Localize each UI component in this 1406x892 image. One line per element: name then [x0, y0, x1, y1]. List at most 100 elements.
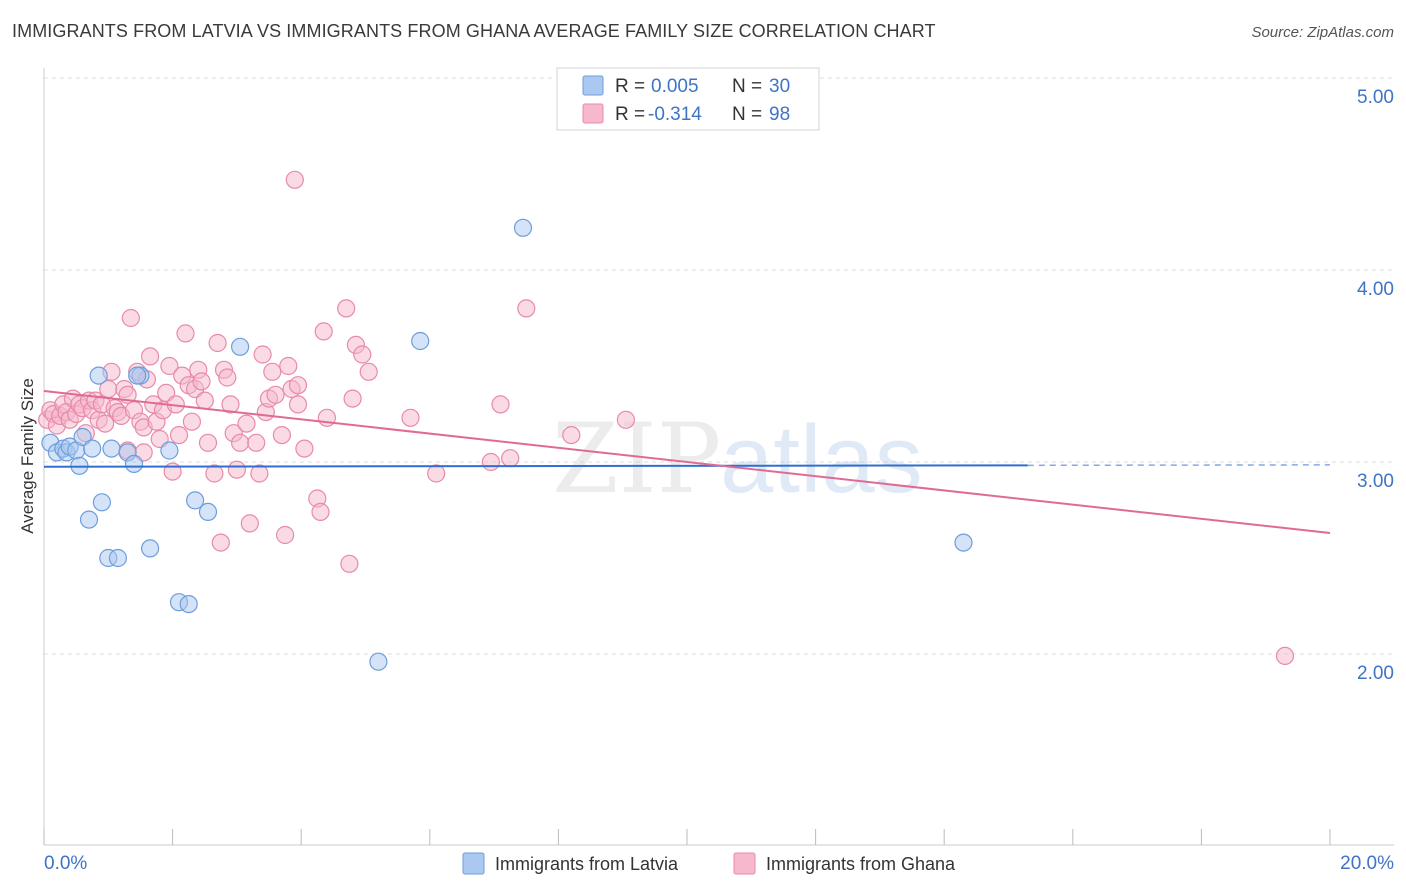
point-ghana: [314, 322, 333, 341]
point-ghana: [192, 372, 211, 391]
x-tick-label-min: 0.0%: [44, 853, 87, 874]
point-latvia: [160, 441, 179, 460]
x-axis-ticks: [43, 829, 1331, 845]
y-tick-label: 3.00: [1357, 471, 1394, 492]
watermark-zip: ZIP: [552, 403, 721, 515]
legend-r-label-latvia: R =: [615, 76, 645, 97]
legend-n-label-ghana: N =: [732, 104, 762, 125]
point-ghana: [359, 362, 378, 381]
point-ghana: [169, 426, 189, 445]
point-ghana: [205, 464, 224, 483]
y-tick-label: 4.00: [1357, 279, 1394, 300]
point-ghana: [517, 299, 536, 318]
point-ghana: [616, 410, 636, 429]
point-ghana: [491, 395, 510, 414]
point-ghana: [231, 433, 250, 452]
point-ghana: [343, 389, 362, 408]
point-ghana: [240, 514, 259, 533]
point-ghana: [227, 460, 246, 479]
legend-stats: R = 0.005 N = 30 R = -0.314 N = 98: [556, 67, 820, 131]
point-ghana: [501, 449, 520, 468]
series-ghana-points: [38, 170, 1295, 666]
point-ghana: [218, 368, 237, 387]
point-latvia: [179, 594, 198, 614]
trendline-ghana: [43, 389, 1331, 535]
point-ghana: [288, 395, 308, 414]
legend-r-label-ghana: R =: [615, 104, 645, 125]
watermark-atlas: atlas: [720, 406, 923, 513]
point-ghana: [263, 362, 282, 381]
point-latvia: [79, 510, 99, 529]
point-latvia: [128, 366, 147, 385]
legend-n-label-latvia: N =: [732, 76, 762, 97]
chart-title: IMMIGRANTS FROM LATVIA VS IMMIGRANTS FRO…: [12, 21, 936, 41]
point-latvia: [102, 439, 121, 458]
legend-swatch-ghana: [582, 103, 604, 124]
point-ghana: [160, 356, 179, 376]
x-tick-label-max: 20.0%: [1340, 853, 1394, 874]
y-tick-label: 2.00: [1357, 663, 1394, 684]
y-axis-label: Average Family Size: [18, 378, 37, 534]
point-latvia: [186, 491, 205, 510]
point-latvia: [231, 337, 250, 356]
point-latvia: [124, 454, 144, 473]
legend-series-swatch-ghana: [733, 852, 756, 875]
point-ghana: [211, 533, 230, 552]
series-latvia-points: [41, 218, 973, 671]
point-ghana: [279, 356, 298, 376]
point-ghana: [237, 414, 256, 433]
legend-n-value-latvia: 30: [769, 76, 790, 97]
legend-n-value-ghana: 98: [769, 104, 790, 125]
point-ghana: [250, 464, 269, 483]
point-ghana: [272, 426, 291, 445]
source-attribution: Source: ZipAtlas.com: [1251, 24, 1394, 41]
point-ghana: [340, 554, 359, 573]
point-latvia: [83, 439, 102, 458]
point-latvia: [369, 652, 388, 671]
point-ghana: [141, 347, 160, 366]
point-ghana: [285, 170, 304, 189]
point-ghana: [401, 408, 420, 427]
trendlines: [43, 389, 1331, 535]
point-ghana: [253, 345, 272, 364]
point-latvia: [513, 218, 533, 237]
point-ghana: [311, 502, 330, 521]
point-ghana: [427, 464, 446, 483]
trendline-latvia: [43, 464, 1028, 468]
point-latvia: [108, 548, 128, 568]
point-ghana: [182, 412, 201, 431]
point-latvia: [92, 493, 112, 512]
point-ghana: [276, 525, 295, 545]
point-ghana: [562, 426, 581, 445]
point-ghana: [266, 385, 285, 404]
point-latvia: [411, 331, 430, 351]
point-ghana: [95, 414, 115, 433]
point-ghana: [337, 299, 356, 318]
point-ghana: [176, 324, 195, 343]
y-tick-label: 5.00: [1357, 87, 1394, 108]
point-latvia: [198, 502, 218, 521]
watermark: ZIP atlas: [552, 403, 923, 515]
point-latvia: [954, 533, 973, 552]
legend-r-value-ghana: -0.314: [648, 104, 702, 125]
legend-series-label-ghana: Immigrants from Ghana: [766, 854, 956, 874]
legend-series-swatch-latvia: [462, 852, 485, 875]
legend-swatch-latvia: [582, 75, 604, 96]
point-ghana: [295, 439, 314, 458]
point-ghana: [288, 376, 308, 395]
point-ghana: [353, 345, 372, 364]
point-ghana: [208, 333, 227, 353]
point-ghana: [1275, 646, 1295, 666]
point-ghana: [221, 395, 240, 414]
axes: [43, 68, 1394, 846]
point-latvia: [141, 539, 160, 558]
point-ghana: [198, 433, 218, 452]
y-axis-tick-labels: 2.00 3.00 4.00 5.00: [1357, 87, 1394, 684]
legend-series-label-latvia: Immigrants from Latvia: [495, 854, 679, 874]
legend-r-value-latvia: 0.005: [651, 76, 699, 97]
point-ghana: [195, 391, 214, 410]
gridlines: [44, 77, 1394, 655]
point-latvia: [89, 366, 108, 385]
point-ghana: [481, 452, 500, 472]
